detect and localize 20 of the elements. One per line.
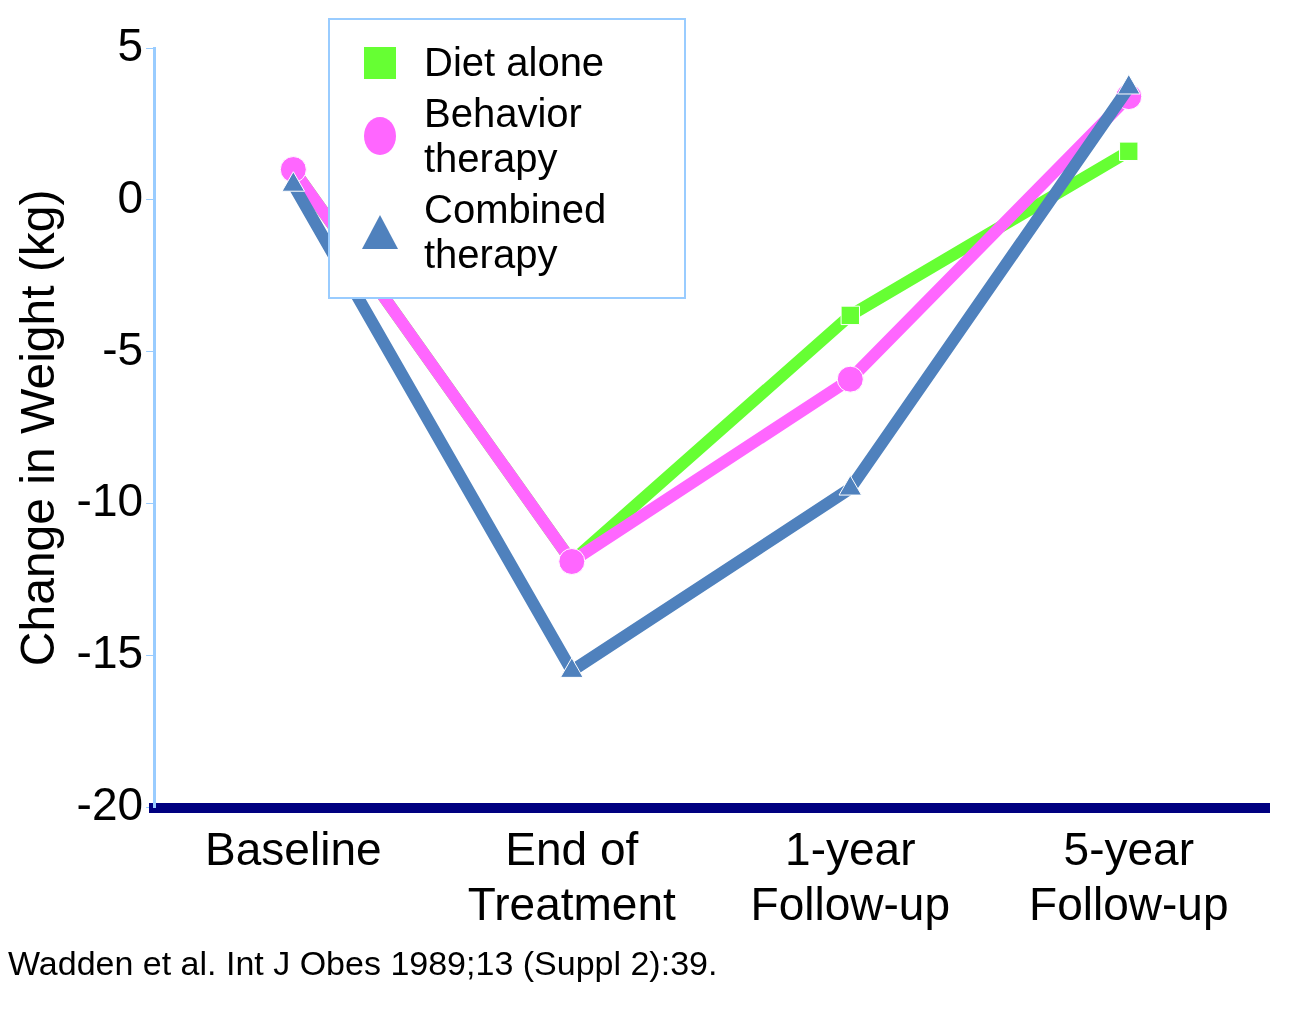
y-tick-label: 5 — [117, 18, 144, 71]
y-tick-label: -20 — [76, 778, 144, 831]
x-tick-label: 1-year Follow-up — [750, 822, 950, 931]
legend-label: Behavior therapy — [424, 91, 583, 181]
y-tick-label: -10 — [76, 474, 144, 527]
point — [840, 305, 860, 326]
legend-label: Combined therapy — [424, 187, 608, 277]
point — [560, 657, 584, 678]
point — [1119, 141, 1139, 161]
point — [838, 475, 863, 496]
point — [836, 365, 864, 393]
y-axis-title: Change in Weight (kg) — [11, 189, 65, 667]
text: Wadden et al. Int J Obes 1989;13 (Suppl 2):39. — [8, 944, 719, 983]
legend-label: Diet alone — [424, 40, 606, 85]
x-tick-label: 5-year Follow-up — [1029, 822, 1229, 931]
y-tick-label: 0 — [117, 170, 144, 223]
x-tick-label: Baseline — [205, 822, 382, 875]
y-tick-label: -5 — [102, 322, 144, 375]
y-tick-label: -15 — [76, 626, 144, 679]
x-tick-label: End of Treatment — [467, 822, 676, 931]
